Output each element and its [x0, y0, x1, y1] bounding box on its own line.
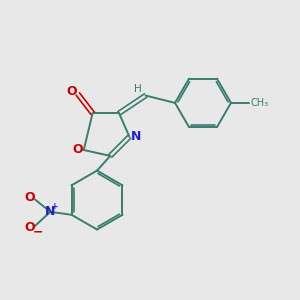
Text: O: O	[66, 85, 77, 98]
Text: O: O	[72, 143, 83, 157]
Text: O: O	[24, 191, 35, 205]
Text: +: +	[52, 202, 59, 211]
Text: H: H	[134, 84, 142, 94]
Text: CH₃: CH₃	[251, 98, 269, 108]
Text: N: N	[45, 205, 56, 218]
Text: −: −	[33, 226, 43, 239]
Text: N: N	[131, 130, 141, 143]
Text: O: O	[24, 221, 35, 234]
